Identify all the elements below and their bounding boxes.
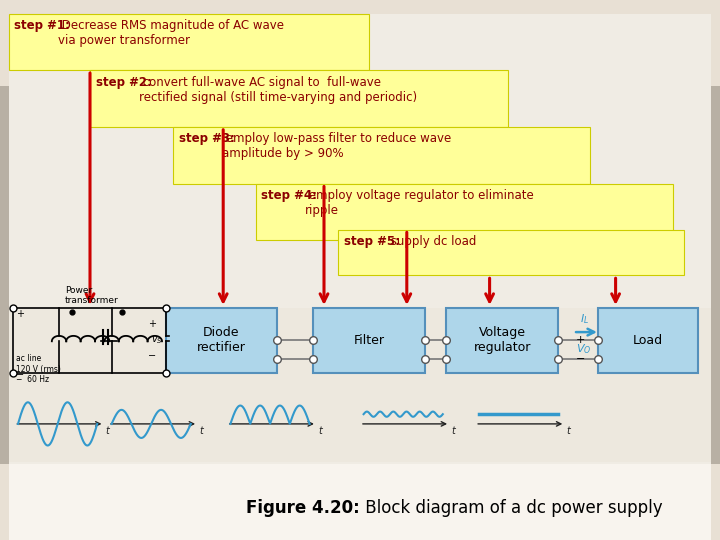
FancyBboxPatch shape <box>446 308 558 373</box>
FancyBboxPatch shape <box>90 70 508 127</box>
Text: t: t <box>199 426 203 436</box>
Text: Figure 4.20:: Figure 4.20: <box>246 498 360 517</box>
FancyBboxPatch shape <box>598 308 698 373</box>
Text: convert full-wave AC signal to  full-wave
rectified signal (still time-varying a: convert full-wave AC signal to full-wave… <box>139 76 417 104</box>
Bar <box>9 308 711 462</box>
Bar <box>9 14 711 464</box>
Text: +: + <box>16 309 24 319</box>
FancyBboxPatch shape <box>166 308 277 373</box>
Text: −: − <box>16 370 24 381</box>
Bar <box>0 86 9 464</box>
Text: Load: Load <box>633 334 663 347</box>
Text: employ low-pass filter to reduce wave
amplitude by > 90%: employ low-pass filter to reduce wave am… <box>222 132 451 160</box>
Text: t: t <box>106 426 109 436</box>
Bar <box>711 86 720 464</box>
Text: $I_L$: $I_L$ <box>580 312 589 326</box>
Text: t: t <box>451 426 455 436</box>
Bar <box>9 464 711 540</box>
Text: +: + <box>148 319 156 329</box>
Text: −: − <box>148 352 156 361</box>
Text: Block diagram of a dc power supply: Block diagram of a dc power supply <box>360 498 662 517</box>
FancyBboxPatch shape <box>256 184 673 240</box>
Text: Decrease RMS magnitude of AC wave
via power transformer: Decrease RMS magnitude of AC wave via po… <box>58 19 284 47</box>
Text: +: + <box>576 335 585 345</box>
Text: Filter: Filter <box>354 334 384 347</box>
Text: step #3:: step #3: <box>179 132 235 145</box>
Text: supply dc load: supply dc load <box>387 235 477 248</box>
Text: Power
transformer: Power transformer <box>65 286 119 305</box>
Text: t: t <box>318 426 322 436</box>
Text: step #4:: step #4: <box>261 189 318 202</box>
Text: employ voltage regulator to eliminate
ripple: employ voltage regulator to eliminate ri… <box>305 189 534 217</box>
FancyBboxPatch shape <box>9 14 369 70</box>
Text: −: − <box>576 354 585 363</box>
Text: Voltage
regulator: Voltage regulator <box>474 326 531 354</box>
Text: Diode
rectifier: Diode rectifier <box>197 326 246 354</box>
FancyBboxPatch shape <box>313 308 425 373</box>
Text: $V_O$: $V_O$ <box>576 342 591 356</box>
Text: ac line
120 V (rms)
−  60 Hz: ac line 120 V (rms) − 60 Hz <box>16 354 60 384</box>
Text: step #2:: step #2: <box>96 76 152 89</box>
FancyBboxPatch shape <box>173 127 590 184</box>
Text: $v_S$: $v_S$ <box>151 334 163 346</box>
Text: step #1:: step #1: <box>14 19 71 32</box>
FancyBboxPatch shape <box>338 230 684 275</box>
Text: step #5:: step #5: <box>344 235 400 248</box>
Text: t: t <box>567 426 570 436</box>
